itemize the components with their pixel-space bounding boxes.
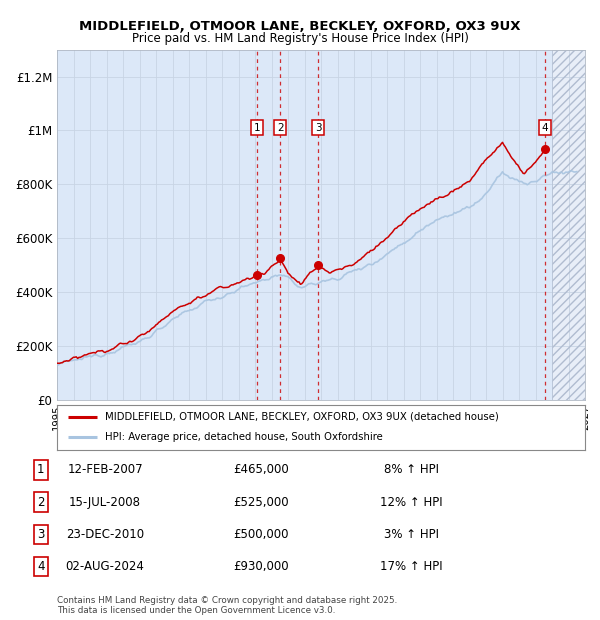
Text: 4: 4	[542, 123, 548, 133]
Text: 1: 1	[254, 123, 260, 133]
Text: 3% ↑ HPI: 3% ↑ HPI	[383, 528, 439, 541]
Text: 23-DEC-2010: 23-DEC-2010	[66, 528, 144, 541]
Text: £500,000: £500,000	[233, 528, 289, 541]
Text: 8% ↑ HPI: 8% ↑ HPI	[383, 464, 439, 476]
Text: £930,000: £930,000	[233, 560, 289, 573]
Text: £465,000: £465,000	[233, 464, 289, 476]
Bar	[552, 50, 585, 400]
Text: 15-JUL-2008: 15-JUL-2008	[69, 496, 141, 508]
Text: 3: 3	[315, 123, 322, 133]
Text: 3: 3	[37, 528, 44, 541]
Text: Contains HM Land Registry data © Crown copyright and database right 2025.
This d: Contains HM Land Registry data © Crown c…	[57, 596, 397, 615]
Text: 2: 2	[37, 496, 44, 508]
Text: 17% ↑ HPI: 17% ↑ HPI	[380, 560, 442, 573]
Text: MIDDLEFIELD, OTMOOR LANE, BECKLEY, OXFORD, OX3 9UX (detached house): MIDDLEFIELD, OTMOOR LANE, BECKLEY, OXFOR…	[104, 412, 499, 422]
Text: 1: 1	[37, 464, 44, 476]
Text: £525,000: £525,000	[233, 496, 289, 508]
Text: 2: 2	[277, 123, 284, 133]
Text: MIDDLEFIELD, OTMOOR LANE, BECKLEY, OXFORD, OX3 9UX: MIDDLEFIELD, OTMOOR LANE, BECKLEY, OXFOR…	[79, 20, 521, 33]
Bar	[552, 50, 585, 400]
Text: 02-AUG-2024: 02-AUG-2024	[65, 560, 145, 573]
Text: 12% ↑ HPI: 12% ↑ HPI	[380, 496, 442, 508]
Text: Price paid vs. HM Land Registry's House Price Index (HPI): Price paid vs. HM Land Registry's House …	[131, 32, 469, 45]
Text: HPI: Average price, detached house, South Oxfordshire: HPI: Average price, detached house, Sout…	[104, 432, 382, 443]
Text: 4: 4	[37, 560, 44, 573]
Text: 12-FEB-2007: 12-FEB-2007	[67, 464, 143, 476]
